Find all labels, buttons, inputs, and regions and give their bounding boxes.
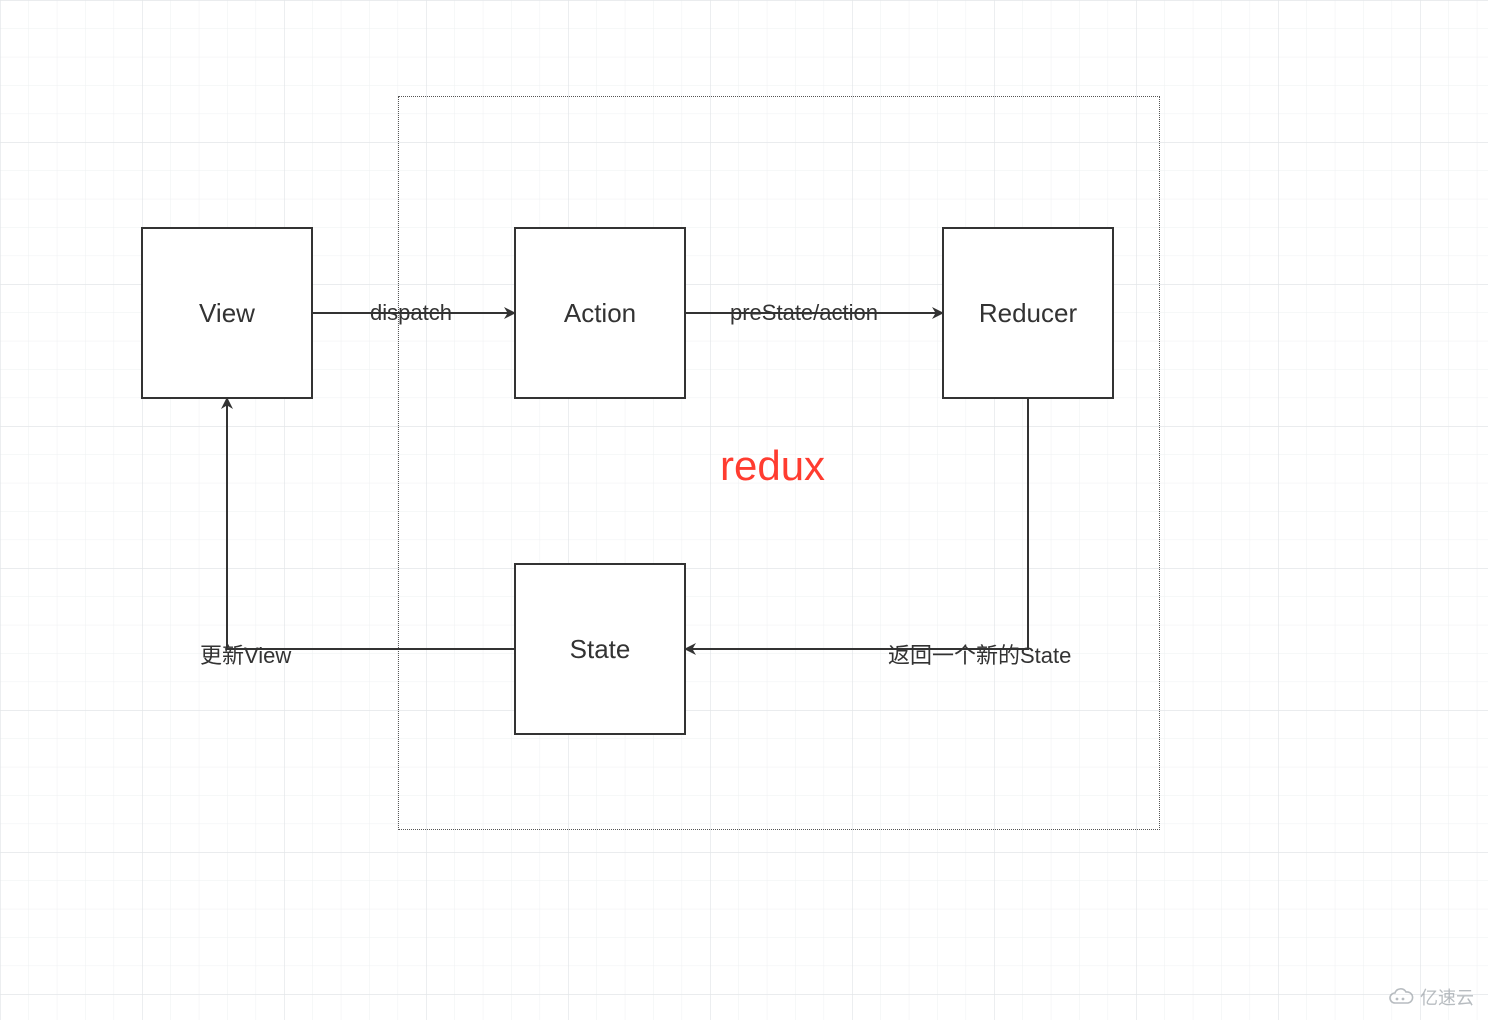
node-state: State <box>514 563 686 735</box>
redux-label: redux <box>720 442 825 490</box>
node-state-label: State <box>570 634 631 665</box>
edge-label-updateview: 更新View <box>200 638 291 670</box>
edge-label-newstate: 返回一个新的State <box>888 638 1071 670</box>
edge-label-prestate: preState/action <box>730 300 878 326</box>
node-reducer-label: Reducer <box>979 298 1077 329</box>
node-action-label: Action <box>564 298 636 329</box>
node-reducer: Reducer <box>942 227 1114 399</box>
node-view: View <box>141 227 313 399</box>
watermark-text: 亿速云 <box>1420 984 1474 1010</box>
watermark: 亿速云 <box>1388 984 1474 1010</box>
cloud-icon <box>1388 988 1414 1006</box>
node-view-label: View <box>199 298 255 329</box>
edge-label-dispatch: dispatch <box>370 300 452 326</box>
diagram-canvas: redux View Action Reducer State dispatch… <box>0 0 1488 1020</box>
node-action: Action <box>514 227 686 399</box>
